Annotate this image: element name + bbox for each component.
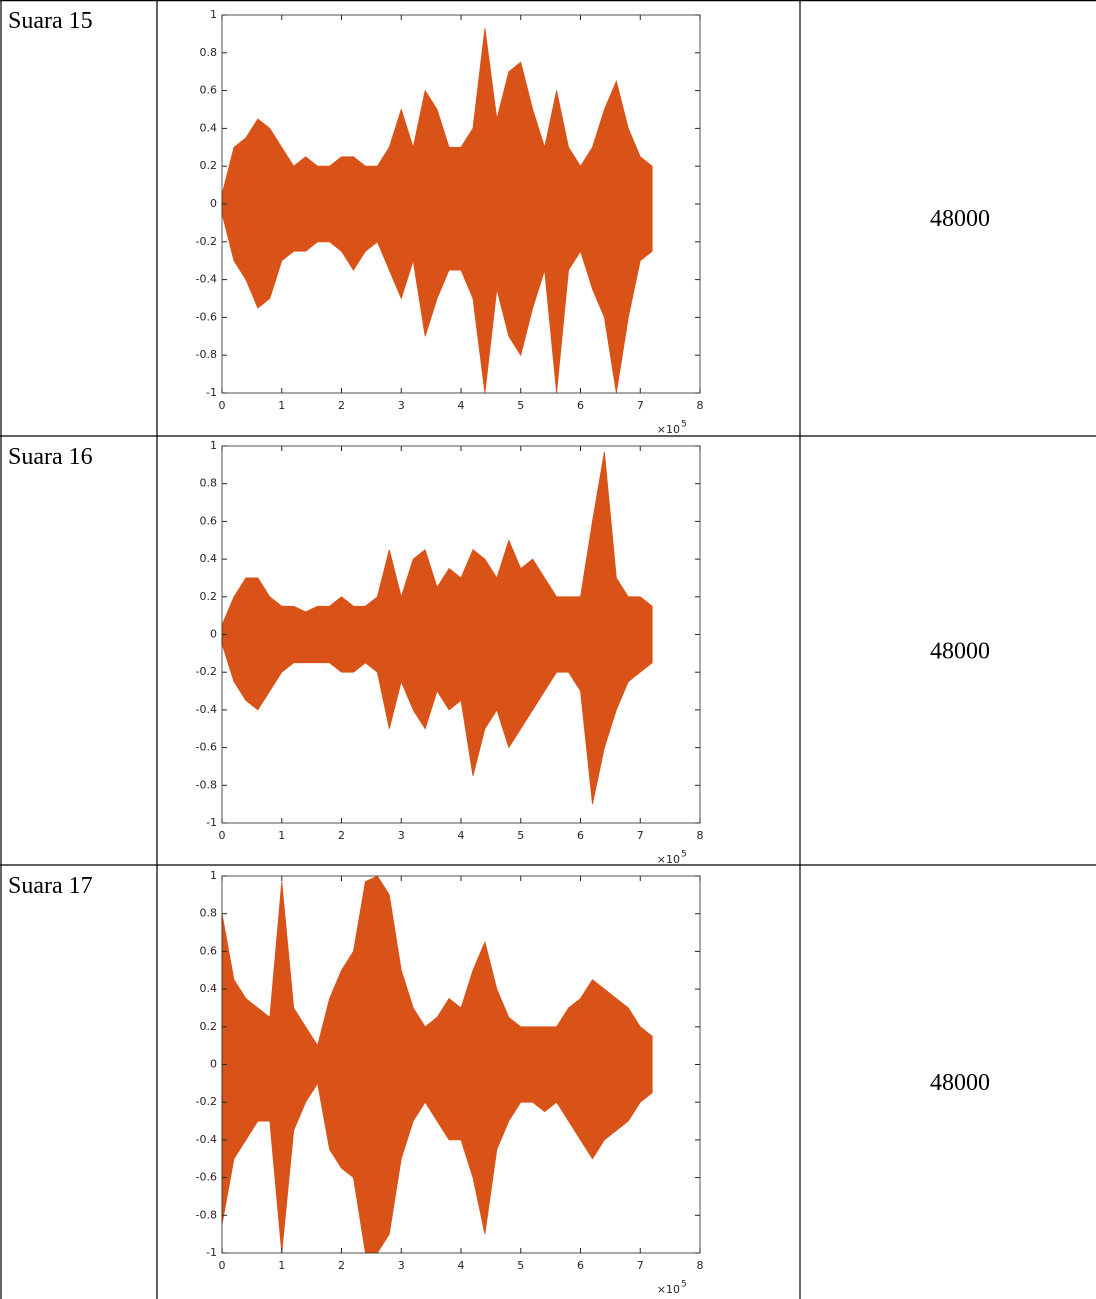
x-tick-label: 0 — [219, 399, 226, 412]
y-tick-label: -0.8 — [196, 778, 217, 791]
y-tick-label: -0.4 — [196, 703, 217, 716]
axes-box — [221, 14, 701, 394]
x-tick-label: 5 — [517, 1259, 524, 1272]
x-tick-label: 3 — [398, 1259, 405, 1272]
y-tick-label: 0.4 — [200, 121, 218, 134]
x-exponent: 5 — [681, 420, 687, 430]
row-label: Suara 17 — [8, 873, 93, 899]
y-tick-label: -0.2 — [196, 235, 217, 248]
waveform-lower — [221, 1064, 653, 1254]
x-exponent: 5 — [681, 1280, 687, 1290]
x-tick-label: 6 — [577, 399, 584, 412]
waveform-chart: -1 -0.8 -0.6 -0.4 -0.2 0 0.2 0.4 0.6 0.8 1 0 1 2 3 4 5 6 7… — [196, 869, 704, 1296]
x-tick-label: 6 — [577, 1259, 584, 1272]
x-tick-label: 2 — [338, 829, 345, 842]
axes-box — [221, 875, 701, 1254]
x-tick-label: 3 — [398, 829, 405, 842]
x-tick-label: 1 — [278, 399, 285, 412]
x-tick-label: 2 — [338, 399, 345, 412]
x-tick-label: 8 — [697, 1259, 704, 1272]
y-tick-label: -1 — [206, 816, 217, 829]
waveform-lower — [221, 203, 653, 394]
y-tick-label: 1 — [210, 439, 217, 452]
x-tick-label: 7 — [637, 829, 644, 842]
y-tick-label: 0.2 — [200, 1020, 218, 1033]
y-tick-label: 0.6 — [200, 944, 218, 957]
x-multiplier: ×10 — [657, 853, 680, 866]
y-tick-label: -0.2 — [196, 665, 217, 678]
sample-rate: 48000 — [930, 639, 990, 665]
x-tick-label: 5 — [517, 399, 524, 412]
waveform-upper — [221, 28, 653, 205]
y-tick-label: -0.2 — [196, 1095, 217, 1108]
y-tick-label: -1 — [206, 1246, 217, 1259]
row-label: Suara 15 — [8, 8, 93, 34]
waveform-upper — [221, 875, 653, 1065]
x-tick-label: 1 — [278, 1259, 285, 1272]
y-tick-label: 0.4 — [200, 982, 218, 995]
y-tick-label: 0.8 — [200, 46, 218, 59]
x-tick-label: 5 — [517, 829, 524, 842]
y-tick-label: 0.8 — [200, 477, 218, 490]
y-tick-label: 0.4 — [200, 552, 218, 565]
y-tick-label: 0 — [210, 628, 217, 641]
y-tick-label: 0 — [210, 197, 217, 210]
x-tick-label: 8 — [697, 399, 704, 412]
waveform-chart: -1 -0.8 -0.6 -0.4 -0.2 0 0.2 0.4 0.6 0.8 1 0 1 2 3 4 5 6 7… — [196, 8, 704, 436]
y-tick-label: 1 — [210, 869, 217, 882]
y-tick-label: 0.8 — [200, 907, 218, 920]
x-tick-label: 6 — [577, 829, 584, 842]
x-tick-label: 4 — [458, 829, 465, 842]
x-tick-label: 0 — [219, 829, 226, 842]
x-tick-label: 7 — [637, 399, 644, 412]
x-tick-label: 2 — [338, 1259, 345, 1272]
waveform-lower — [221, 634, 653, 805]
y-tick-label: 0.6 — [200, 84, 218, 97]
sample-rate: 48000 — [930, 206, 990, 232]
row-label: Suara 16 — [8, 444, 93, 470]
y-tick-label: 1 — [210, 8, 217, 21]
x-exponent: 5 — [681, 850, 687, 860]
axes-box — [221, 445, 701, 824]
y-tick-label: -0.6 — [196, 1171, 217, 1184]
y-tick-label: 0.2 — [200, 590, 218, 603]
waveform-chart: -1 -0.8 -0.6 -0.4 -0.2 0 0.2 0.4 0.6 0.8 1 0 1 2 3 4 5 6 7… — [196, 439, 704, 866]
y-tick-label: 0 — [210, 1058, 217, 1071]
x-tick-label: 0 — [219, 1259, 226, 1272]
waveform-upper — [221, 451, 653, 635]
y-tick-label: -0.6 — [196, 310, 217, 323]
x-tick-label: 3 — [398, 399, 405, 412]
y-tick-label: 0.6 — [200, 514, 218, 527]
x-multiplier: ×10 — [657, 423, 680, 436]
x-tick-label: 7 — [637, 1259, 644, 1272]
y-tick-label: -0.4 — [196, 273, 217, 286]
y-tick-label: -0.4 — [196, 1133, 217, 1146]
x-tick-label: 4 — [458, 1259, 465, 1272]
y-tick-label: -1 — [206, 386, 217, 399]
x-tick-label: 4 — [458, 399, 465, 412]
y-tick-label: -0.6 — [196, 741, 217, 754]
x-tick-label: 8 — [697, 829, 704, 842]
y-tick-label: -0.8 — [196, 1208, 217, 1221]
y-tick-label: -0.8 — [196, 348, 217, 361]
x-tick-label: 1 — [278, 829, 285, 842]
x-multiplier: ×10 — [657, 1283, 680, 1296]
sample-rate: 48000 — [930, 1070, 990, 1096]
y-tick-label: 0.2 — [200, 159, 218, 172]
